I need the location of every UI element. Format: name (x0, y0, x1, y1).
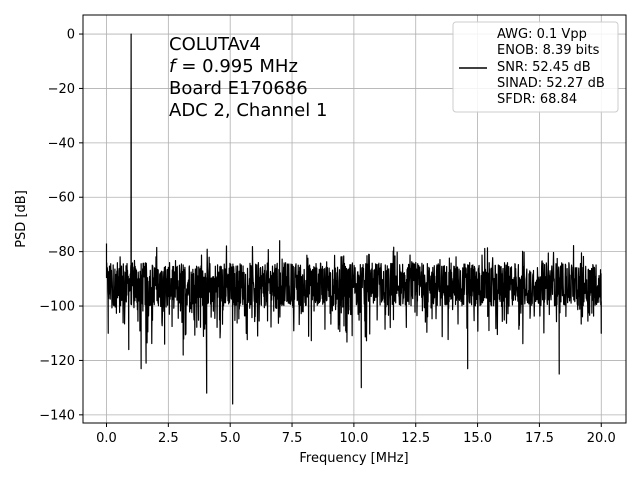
legend-text-2: ENOB: 8.39 bits (497, 43, 600, 58)
legend-text-4: SINAD: 52.27 dB (497, 76, 605, 91)
y-tick-label: −100 (39, 300, 75, 315)
legend-text-1: AWG: 0.1 Vpp (497, 27, 587, 42)
x-tick-label: 10.0 (339, 431, 368, 446)
plot-frame (82, 14, 627, 424)
y-tick-label: −60 (48, 191, 75, 206)
annotation-line-3: Board E170686 (169, 78, 308, 99)
legend: AWG: 0.1 Vpp ENOB: 8.39 bits SNR: 52.45 … (452, 21, 619, 113)
x-tick-label: 7.5 (282, 431, 303, 446)
x-tick-label: 2.5 (158, 431, 179, 446)
y-tick-label: −80 (48, 245, 75, 260)
y-tick-label: −120 (39, 354, 75, 369)
legend-box (452, 21, 619, 113)
y-tick-label: 0 (67, 28, 75, 43)
x-tick-label: 0.0 (96, 431, 117, 446)
x-tick-label: 15.0 (463, 431, 492, 446)
annotation-block: COLUTAv4 f = 0.995 MHz Board E170686 ADC … (169, 34, 327, 121)
y-tick-label: −20 (48, 82, 75, 97)
x-tick-label: 17.5 (525, 431, 554, 446)
annotation-line-4: ADC 2, Channel 1 (169, 100, 327, 121)
x-axis-ticks: 0.0 2.5 5.0 7.5 10.0 12.5 15.0 17.5 20.0 (96, 423, 616, 446)
x-tick-label: 20.0 (587, 431, 616, 446)
annotation-line-2: f = 0.995 MHz (169, 56, 298, 77)
legend-text-5: SFDR: 68.84 (497, 92, 577, 107)
y-axis-label: PSD [dB] (14, 190, 29, 248)
annotation-f-symbol: f (169, 56, 178, 77)
grid (83, 15, 626, 423)
x-tick-label: 5.0 (220, 431, 241, 446)
x-axis-label: Frequency [MHz] (299, 451, 408, 466)
annotation-line-1: COLUTAv4 (169, 34, 261, 55)
x-tick-label: 12.5 (401, 431, 430, 446)
y-axis-ticks: 0 −20 −40 −60 −80 −100 −120 −140 (39, 28, 83, 423)
psd-series-line (105, 33, 602, 405)
y-tick-label: −140 (39, 408, 75, 423)
y-tick-label: −40 (48, 136, 75, 151)
legend-text-3: SNR: 52.45 dB (497, 60, 591, 75)
